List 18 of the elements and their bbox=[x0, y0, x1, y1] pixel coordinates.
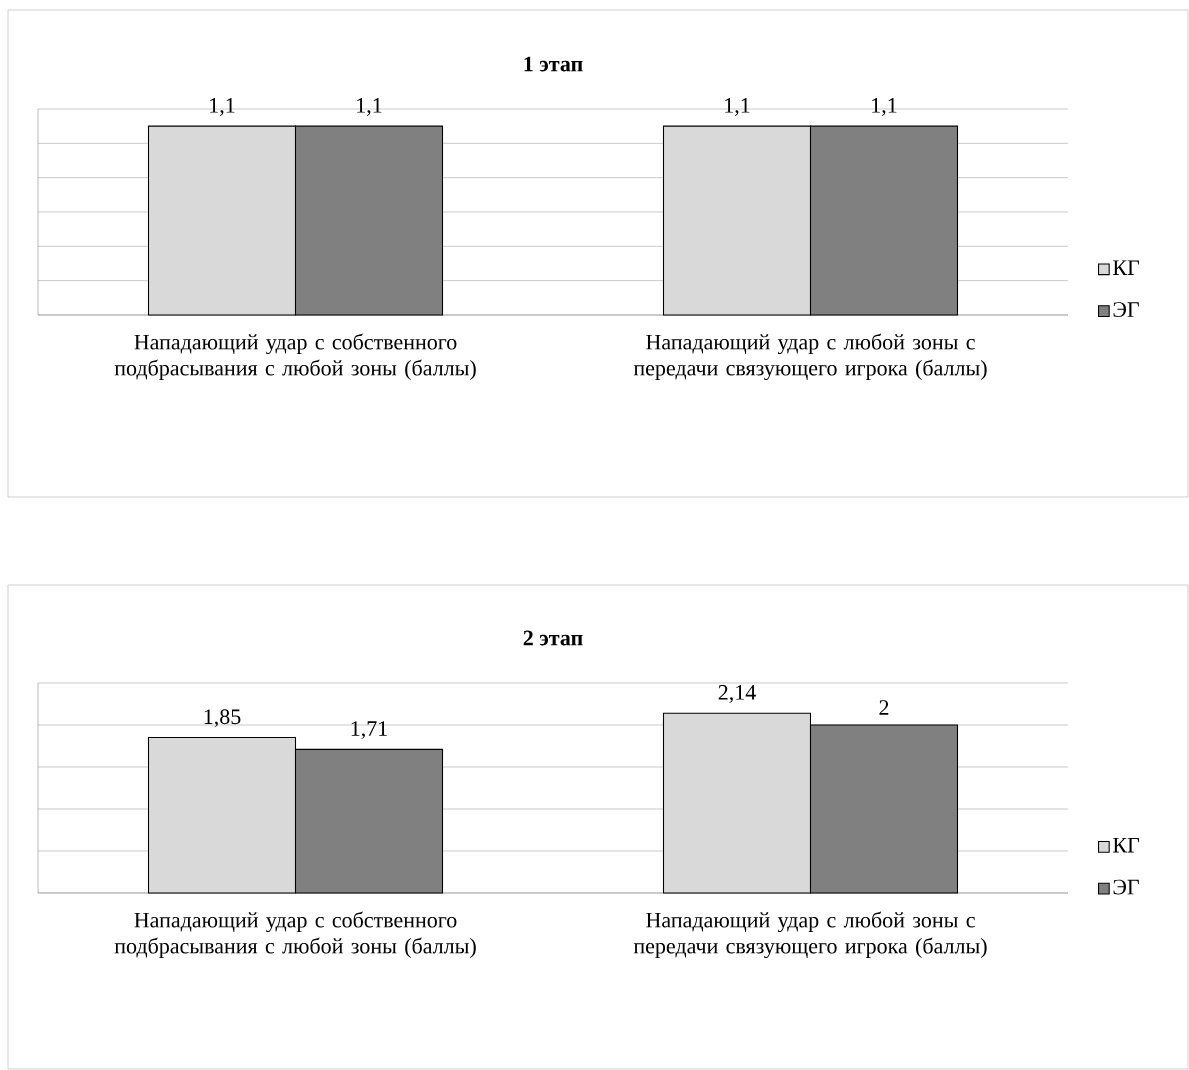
x-tick-label: Нападающий удар с любой зоны с передачи связующего игрока (баллы) bbox=[633, 911, 987, 959]
chart-title: 1 этап bbox=[524, 56, 583, 72]
data-label: 1,71 bbox=[351, 721, 387, 740]
data-label: 2,14 bbox=[718, 685, 756, 703]
data-label: 2 bbox=[879, 700, 889, 715]
chart-title: 2 этап bbox=[523, 630, 583, 646]
data-label: 1,1 bbox=[872, 97, 897, 116]
x-tick-label: Нападающий удар с собственного подбрасывания с любой зоны (баллы) bbox=[114, 333, 476, 381]
x-tick-label: Нападающий удар с любой зоны с передачи связующего игрока (баллы) bbox=[633, 333, 987, 381]
x-tick-label: Нападающий удар с собственного подбрасывания с любой зоны (баллы) bbox=[114, 911, 476, 959]
data-label: 1,1 bbox=[210, 97, 235, 116]
legend-label: КГ bbox=[1112, 838, 1140, 853]
legend-label: КГ bbox=[1112, 260, 1140, 275]
legend-label: ЭГ bbox=[1113, 879, 1139, 895]
data-label: 1,1 bbox=[357, 97, 382, 116]
data-label: 1,1 bbox=[725, 97, 750, 116]
legend-label: ЭГ bbox=[1113, 302, 1139, 317]
data-label: 1,85 bbox=[204, 709, 241, 728]
